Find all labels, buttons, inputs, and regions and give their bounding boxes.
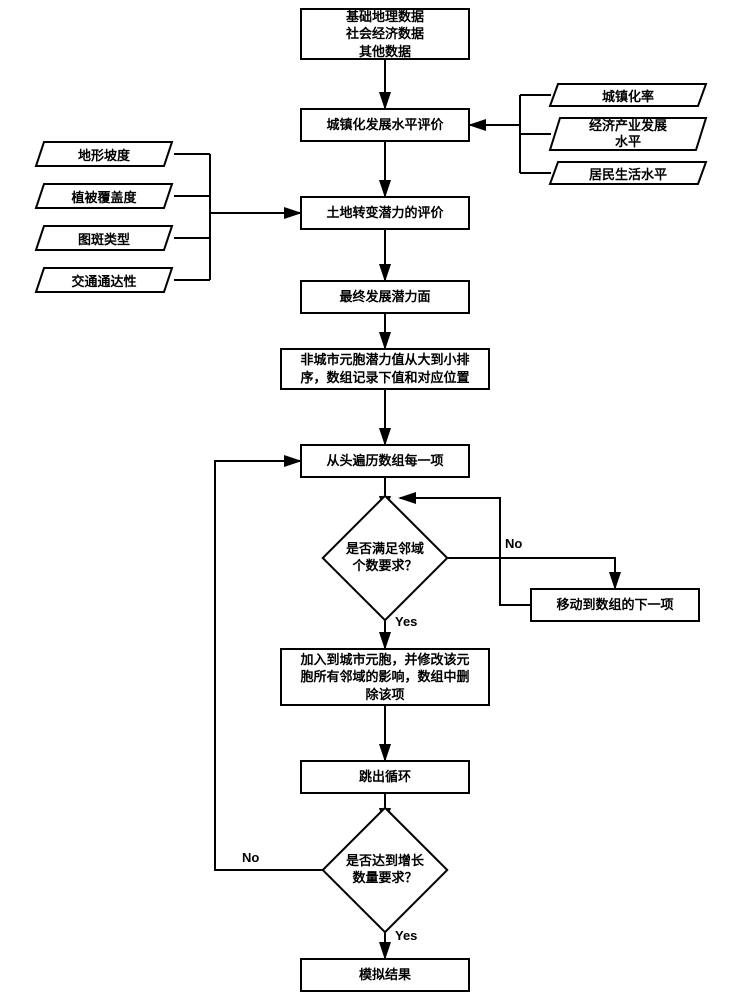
input-traffic: 交通通达性 [34,266,174,294]
node-start: 基础地理数据社会经济数据其他数据 [300,8,470,60]
input-patch-label: 图斑类型 [78,229,130,248]
input-living: 居民生活水平 [548,160,708,186]
node-land: 土地转变潜力的评价 [300,196,470,230]
node-urban: 城镇化发展水平评价 [300,108,470,142]
node-next-label: 移动到数组的下一项 [556,596,673,614]
input-living-label: 居民生活水平 [589,164,667,183]
input-slope-label: 地形坡度 [78,145,130,164]
edge-label-no2: No [242,850,259,865]
node-final: 最终发展潜力面 [300,280,470,314]
node-sort: 非城市元胞潜力值从大到小排序，数组记录下值和对应位置 [280,348,490,390]
edge-label-yes1: Yes [395,614,417,629]
node-iterate-label: 从头遍历数组每一项 [326,452,443,470]
input-traffic-label: 交通通达性 [71,271,136,290]
node-iterate: 从头遍历数组每一项 [300,444,470,478]
input-patch: 图斑类型 [34,224,174,252]
input-urbanrate-label: 城镇化率 [602,86,654,105]
node-urban-label: 城镇化发展水平评价 [326,116,443,134]
input-veg: 植被覆盖度 [34,182,174,210]
node-join-label: 加入到城市元胞，并修改该元胞所有邻域的影响，数组中删除该项 [300,651,469,704]
node-land-label: 土地转变潜力的评价 [326,204,443,222]
edge-label-no1: No [505,536,522,551]
input-slope: 地形坡度 [34,140,174,168]
node-join: 加入到城市元胞，并修改该元胞所有邻域的影响，数组中删除该项 [280,648,490,706]
input-econ: 经济产业发展水平 [548,116,708,152]
node-break-label: 跳出循环 [359,768,411,786]
node-dec2: 是否达到增长数量要求？ [340,825,430,915]
node-dec1-label: 是否满足邻域个数要求？ [346,541,424,575]
node-result: 模拟结果 [300,958,470,992]
input-econ-label: 经济产业发展水平 [589,118,667,149]
edge-label-yes2: Yes [395,928,417,943]
node-result-label: 模拟结果 [359,966,411,984]
node-sort-label: 非城市元胞潜力值从大到小排序，数组记录下值和对应位置 [300,351,469,386]
node-start-label: 基础地理数据社会经济数据其他数据 [346,8,424,61]
node-dec2-label: 是否达到增长数量要求？ [346,853,424,887]
input-veg-label: 植被覆盖度 [71,187,136,206]
node-final-label: 最终发展潜力面 [339,288,430,306]
node-break: 跳出循环 [300,760,470,794]
node-dec1: 是否满足邻域个数要求？ [340,513,430,603]
node-next: 移动到数组的下一项 [530,588,700,622]
input-urbanrate: 城镇化率 [548,82,708,108]
